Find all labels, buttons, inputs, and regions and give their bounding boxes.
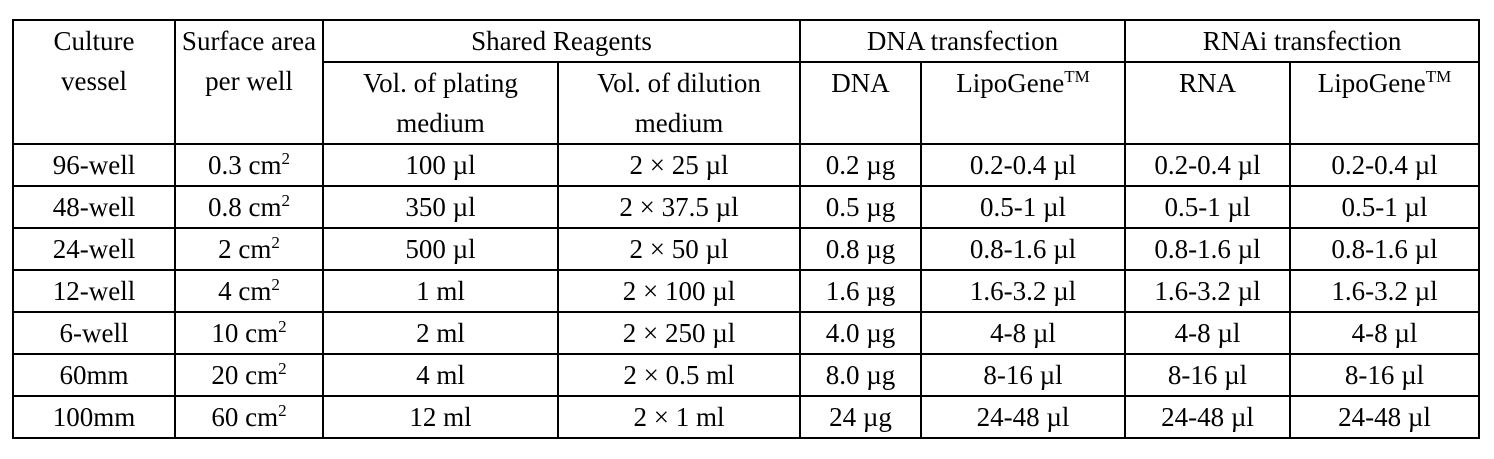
cell-lipogene-dna: 4-8 µl bbox=[920, 311, 1127, 355]
area-exponent: 2 bbox=[278, 359, 287, 378]
cell-dna: 1.6 µg bbox=[799, 269, 923, 313]
cell-dna: 4.0 µg bbox=[799, 311, 923, 355]
cell-rna: 0.8-1.6 µl bbox=[1124, 227, 1292, 271]
cell-vessel: 100mm bbox=[12, 395, 176, 439]
table-row: 6-well 10 cm2 2 ml 2 × 250 µl 4.0 µg 4-8… bbox=[12, 311, 1481, 355]
cell-lipogene-dna: 0.5-1 µl bbox=[920, 185, 1127, 229]
cell-rna: 24-48 µl bbox=[1124, 395, 1292, 439]
area-value: 0.3 cm bbox=[208, 150, 282, 180]
cell-dna: 0.8 µg bbox=[799, 227, 923, 271]
area-value: 2 cm bbox=[218, 234, 272, 264]
transfection-table: Culture vessel Surface area per well Sha… bbox=[12, 19, 1481, 439]
cell-plating: 12 ml bbox=[322, 395, 559, 439]
cell-vessel: 12-well bbox=[12, 269, 176, 313]
cell-dna: 0.2 µg bbox=[799, 143, 923, 187]
area-value: 20 cm bbox=[211, 360, 279, 390]
table-row: 60mm 20 cm2 4 ml 2 × 0.5 ml 8.0 µg 8-16 … bbox=[12, 353, 1481, 397]
cell-plating: 4 ml bbox=[322, 353, 559, 397]
area-value: 4 cm bbox=[218, 276, 272, 306]
cell-area: 10 cm2 bbox=[174, 311, 324, 355]
header-rna: RNA bbox=[1124, 61, 1292, 145]
cell-lipogene-rna: 0.2-0.4 µl bbox=[1289, 143, 1481, 187]
cell-vessel: 6-well bbox=[12, 311, 176, 355]
cell-dna: 8.0 µg bbox=[799, 353, 923, 397]
table-row: 12-well 4 cm2 1 ml 2 × 100 µl 1.6 µg 1.6… bbox=[12, 269, 1481, 313]
cell-lipogene-rna: 4-8 µl bbox=[1289, 311, 1481, 355]
header-rnai-transfection: RNAi transfection bbox=[1124, 19, 1481, 63]
cell-dilution: 2 × 0.5 ml bbox=[556, 353, 802, 397]
table-row: 24-well 2 cm2 500 µl 2 × 50 µl 0.8 µg 0.… bbox=[12, 227, 1481, 271]
cell-vessel: 24-well bbox=[12, 227, 176, 271]
cell-dilution: 2 × 25 µl bbox=[556, 143, 802, 187]
cell-dna: 24 µg bbox=[799, 395, 923, 439]
cell-lipogene-rna: 0.8-1.6 µl bbox=[1289, 227, 1481, 271]
header-culture-vessel: Culture vessel bbox=[12, 19, 176, 145]
cell-rna: 0.2-0.4 µl bbox=[1124, 143, 1292, 187]
cell-dilution: 2 × 100 µl bbox=[556, 269, 802, 313]
cell-area: 4 cm2 bbox=[174, 269, 324, 313]
cell-dilution: 2 × 37.5 µl bbox=[556, 185, 802, 229]
header-row-sub: Vol. of plating medium Vol. of dilution … bbox=[13, 61, 1481, 145]
cell-lipogene-rna: 24-48 µl bbox=[1289, 395, 1481, 439]
cell-lipogene-dna: 24-48 µl bbox=[920, 395, 1127, 439]
cell-plating: 1 ml bbox=[322, 269, 559, 313]
header-vol-plating: Vol. of plating medium bbox=[322, 61, 559, 145]
table-body: 96-well 0.3 cm2 100 µl 2 × 25 µl 0.2 µg … bbox=[12, 143, 1481, 439]
area-exponent: 2 bbox=[278, 401, 287, 420]
cell-lipogene-rna: 0.5-1 µl bbox=[1289, 185, 1481, 229]
cell-rna: 8-16 µl bbox=[1124, 353, 1292, 397]
area-value: 10 cm bbox=[211, 318, 279, 348]
lipogene-dna-label: LipoGene bbox=[956, 68, 1065, 98]
cell-vessel: 48-well bbox=[12, 185, 176, 229]
cell-dilution: 2 × 1 ml bbox=[556, 395, 802, 439]
table-header: Culture vessel Surface area per well Sha… bbox=[12, 19, 1481, 145]
area-value: 60 cm bbox=[211, 402, 279, 432]
cell-rna: 4-8 µl bbox=[1124, 311, 1292, 355]
cell-area: 20 cm2 bbox=[174, 353, 324, 397]
header-surface-area: Surface area per well bbox=[174, 19, 324, 145]
cell-lipogene-dna: 0.2-0.4 µl bbox=[920, 143, 1127, 187]
cell-rna: 1.6-3.2 µl bbox=[1124, 269, 1292, 313]
cell-area: 60 cm2 bbox=[174, 395, 324, 439]
header-row-top: Culture vessel Surface area per well Sha… bbox=[12, 19, 1481, 145]
area-value: 0.8 cm bbox=[208, 192, 282, 222]
cell-plating: 350 µl bbox=[322, 185, 559, 229]
cell-lipogene-rna: 1.6-3.2 µl bbox=[1289, 269, 1481, 313]
table-row: 100mm 60 cm2 12 ml 2 × 1 ml 24 µg 24-48 … bbox=[12, 395, 1481, 439]
area-exponent: 2 bbox=[271, 233, 280, 252]
cell-dna: 0.5 µg bbox=[799, 185, 923, 229]
area-exponent: 2 bbox=[271, 275, 280, 294]
cell-dilution: 2 × 250 µl bbox=[556, 311, 802, 355]
table-row: 48-well 0.8 cm2 350 µl 2 × 37.5 µl 0.5 µ… bbox=[12, 185, 1481, 229]
cell-vessel: 96-well bbox=[12, 143, 176, 187]
cell-area: 0.3 cm2 bbox=[174, 143, 324, 187]
cell-vessel: 60mm bbox=[12, 353, 176, 397]
cell-rna: 0.5-1 µl bbox=[1124, 185, 1292, 229]
header-shared-reagents: Shared Reagents bbox=[321, 19, 802, 63]
area-exponent: 2 bbox=[281, 191, 291, 210]
cell-area: 0.8 cm2 bbox=[174, 185, 324, 229]
header-lipogene-dna: LipoGeneTM bbox=[920, 61, 1127, 145]
cell-lipogene-dna: 1.6-3.2 µl bbox=[920, 269, 1127, 313]
header-dna-transfection: DNA transfection bbox=[799, 19, 1127, 63]
cell-dilution: 2 × 50 µl bbox=[556, 227, 802, 271]
area-exponent: 2 bbox=[281, 149, 291, 168]
header-dna: DNA bbox=[799, 61, 923, 145]
cell-plating: 500 µl bbox=[322, 227, 559, 271]
header-lipogene-rna: LipoGeneTM bbox=[1289, 61, 1481, 145]
header-vol-dilution: Vol. of dilution medium bbox=[556, 61, 802, 145]
table-row: 96-well 0.3 cm2 100 µl 2 × 25 µl 0.2 µg … bbox=[12, 143, 1481, 187]
cell-area: 2 cm2 bbox=[174, 227, 324, 271]
area-exponent: 2 bbox=[278, 317, 287, 336]
cell-lipogene-dna: 8-16 µl bbox=[920, 353, 1127, 397]
cell-plating: 100 µl bbox=[322, 143, 559, 187]
lipogene-rna-label: LipoGene bbox=[1317, 68, 1426, 98]
cell-lipogene-dna: 0.8-1.6 µl bbox=[920, 227, 1127, 271]
cell-plating: 2 ml bbox=[322, 311, 559, 355]
trademark-mark: TM bbox=[1064, 67, 1090, 86]
trademark-mark: TM bbox=[1425, 67, 1452, 86]
cell-lipogene-rna: 8-16 µl bbox=[1289, 353, 1481, 397]
